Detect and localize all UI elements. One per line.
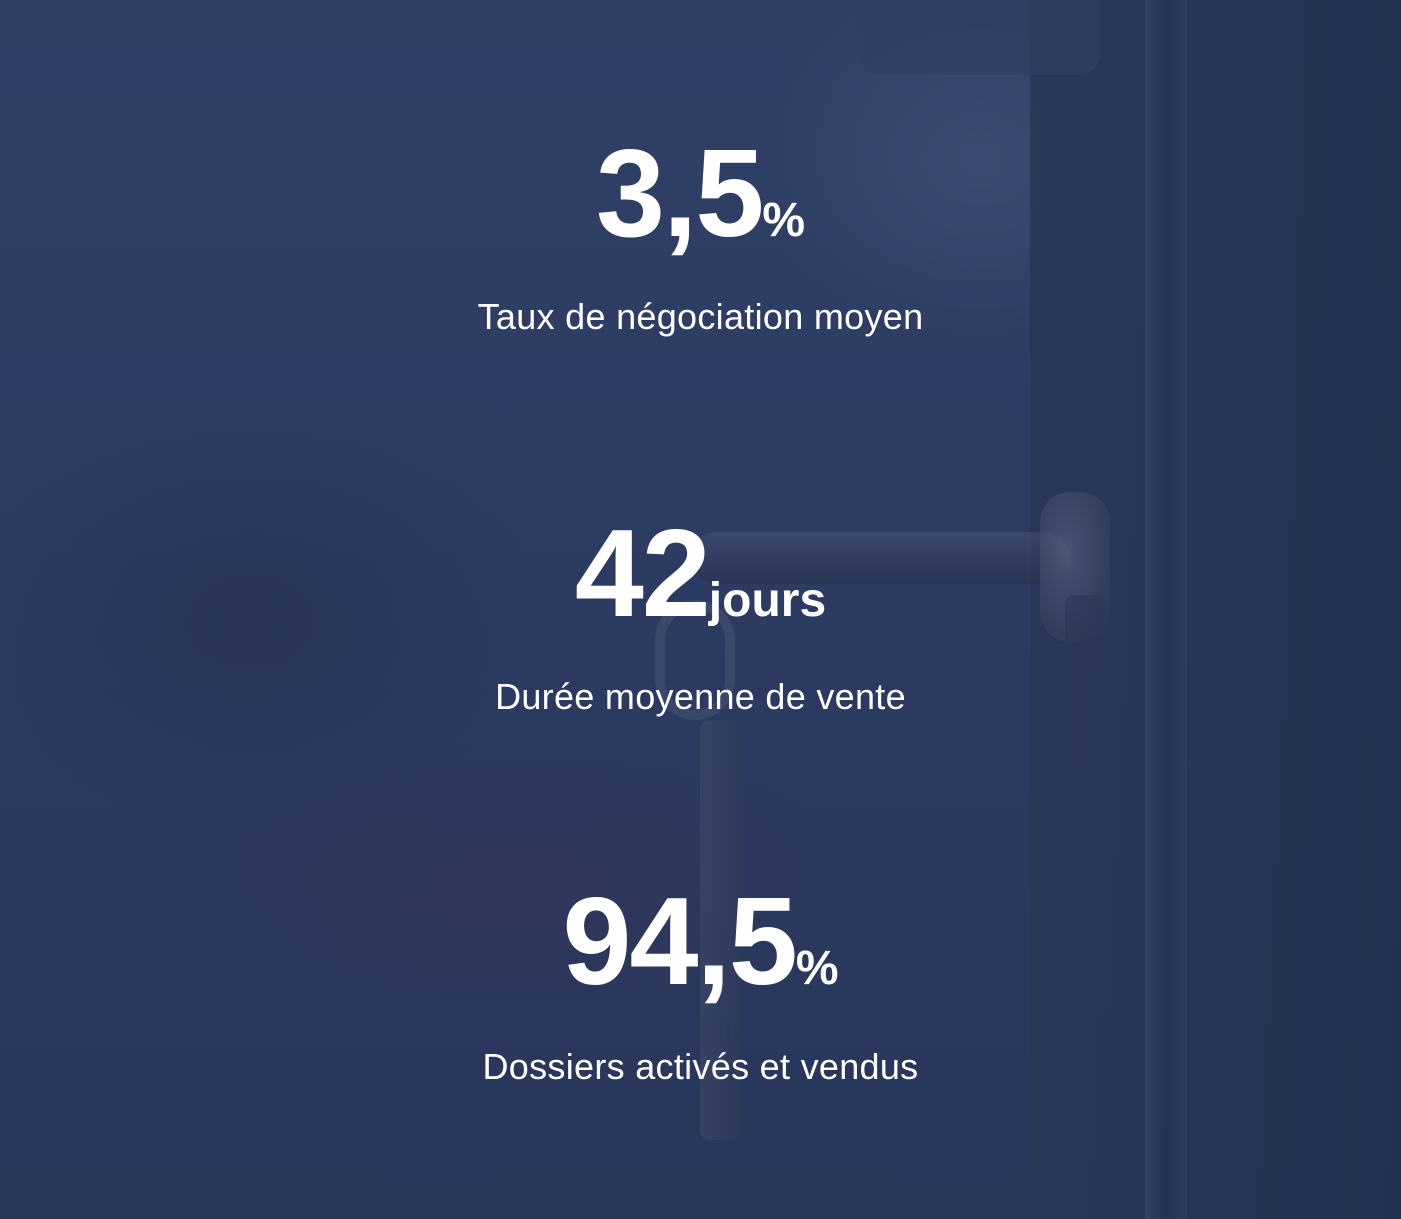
stat-unit: jours <box>708 574 827 627</box>
stat-average-sale-duration: 42jours Durée moyenne de vente <box>0 512 1401 718</box>
background-door-plate <box>860 0 1100 75</box>
stat-value: 3,5% <box>0 132 1401 256</box>
stat-number: 94,5 <box>562 873 797 1011</box>
background-lock-cylinder <box>1065 595 1105 760</box>
stat-value: 42jours <box>0 512 1401 636</box>
stat-number: 3,5 <box>595 125 764 263</box>
stat-unit: % <box>762 194 806 247</box>
stat-number: 42 <box>574 505 711 643</box>
stat-value: 94,5% <box>0 880 1401 1004</box>
stat-label: Taux de négociation moyen <box>477 296 924 337</box>
stat-negotiation-rate: 3,5% Taux de négociation moyen <box>0 132 1401 338</box>
stat-unit: % <box>795 942 839 995</box>
stat-files-sold: 94,5% Dossiers activés et vendus <box>0 880 1401 1088</box>
background-key-ring <box>655 600 735 720</box>
background-door-edge <box>1145 0 1187 1219</box>
background-key <box>700 720 740 1140</box>
background-door-handle <box>690 532 1070 584</box>
stat-label: Dossiers activés et vendus <box>482 1046 919 1087</box>
stat-label: Durée moyenne de vente <box>495 676 906 717</box>
